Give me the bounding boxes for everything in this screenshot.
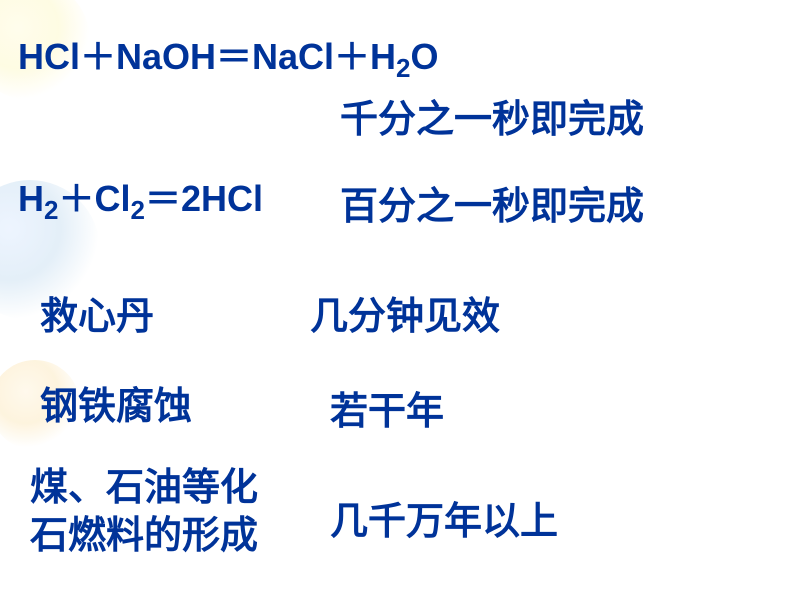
eq1-sub1: 2 <box>396 53 410 83</box>
item-5-line1: 煤、石油等化 <box>30 467 258 509</box>
item-5: 煤、石油等化 石燃料的形成 <box>30 465 258 560</box>
desc-4: 若干年 <box>330 380 444 435</box>
eq1-tail: O <box>411 36 439 77</box>
slide-content: HCl＋NaOH＝NaCl＋H2O 千分之一秒即完成 H2＋Cl2＝2HCl 百… <box>0 0 794 596</box>
eq2-sub1: 2 <box>44 195 58 225</box>
item-5-line2: 石燃料的形成 <box>30 515 258 557</box>
desc-2: 百分之一秒即完成 <box>340 175 644 230</box>
item-3: 救心丹 <box>40 285 154 340</box>
desc-1: 千分之一秒即完成 <box>340 88 644 143</box>
equation-1: HCl＋NaOH＝NaCl＋H2O <box>18 28 439 84</box>
equation-2: H2＋Cl2＝2HCl <box>18 170 263 226</box>
eq1-part1: HCl＋NaOH＝NaCl＋H <box>18 36 396 77</box>
desc-5: 几千万年以上 <box>330 490 558 545</box>
item-4: 钢铁腐蚀 <box>40 375 192 430</box>
eq2-tail: ＝2HCl <box>145 178 263 219</box>
eq2-prefix: H <box>18 178 44 219</box>
eq2-mid: ＋Cl <box>58 178 130 219</box>
eq2-sub2: 2 <box>130 195 144 225</box>
desc-3: 几分钟见效 <box>310 285 500 340</box>
